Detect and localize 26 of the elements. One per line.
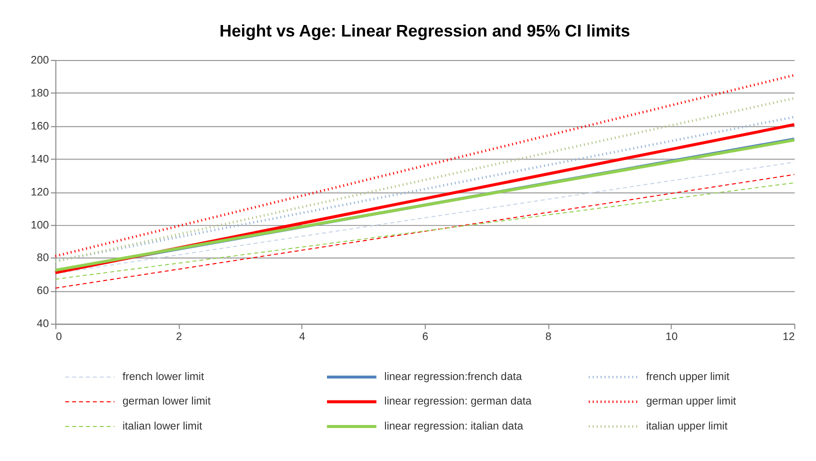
chart-title: Height vs Age: Linear Regression and 95% CI limits	[219, 21, 630, 40]
legend-label: italian upper limit	[646, 420, 728, 432]
x-tick-label: 12	[782, 331, 795, 344]
y-tick-label: 140	[30, 153, 49, 166]
x-tick-label: 4	[299, 331, 306, 344]
legend-label: linear regression: german data	[384, 396, 533, 408]
y-tick-label: 160	[30, 120, 49, 132]
legend-label: french upper limit	[646, 371, 730, 384]
x-tick-label: 10	[666, 331, 678, 344]
x-tick-label: 6	[422, 331, 428, 344]
legend-label: german lower limit	[122, 396, 211, 408]
legend-label: linear regression: italian data	[384, 420, 524, 432]
y-tick-label: 40	[36, 318, 49, 330]
legend-label: french lower limit	[122, 371, 204, 384]
y-tick-label: 120	[30, 186, 49, 198]
x-tick-label: 0	[56, 331, 62, 344]
legend-label: linear regression:french data	[384, 371, 523, 384]
x-tick-label: 8	[545, 331, 552, 344]
y-tick-label: 80	[36, 252, 49, 264]
legend-label: german upper limit	[646, 396, 736, 408]
x-tick-label: 2	[176, 331, 182, 344]
legend-label: italian lower limit	[122, 420, 202, 432]
y-tick-label: 200	[30, 54, 49, 66]
y-tick-label: 60	[36, 285, 49, 298]
y-tick-label: 100	[30, 219, 49, 232]
y-tick-label: 180	[30, 87, 49, 100]
